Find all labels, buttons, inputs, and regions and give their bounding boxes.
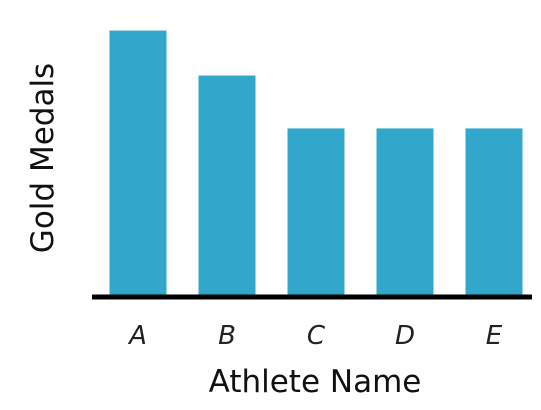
bar-c [287,128,345,295]
x-tick-label-e: E [486,321,503,351]
bar-e [465,128,523,295]
x-axis-title: Athlete Name [209,364,422,400]
bar-d [376,128,434,295]
x-tick-label-c: C [307,321,326,351]
bar-b [198,75,256,296]
bars-group [109,30,523,296]
x-tick-label-d: D [395,321,415,351]
x-tick-label-a: A [127,321,147,351]
x-tick-labels: A B C D E [127,321,503,351]
bar-a [109,30,167,295]
x-tick-label-b: B [218,321,236,351]
y-axis-title: Gold Medals [25,63,61,253]
